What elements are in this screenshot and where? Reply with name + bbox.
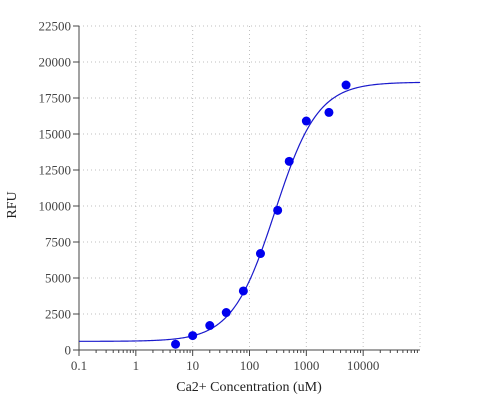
x-tick-label: 0.1 xyxy=(71,358,87,373)
ticks: 0.1 1 10 100 1000 10000 0 2500 5000 7500 10000 1250… xyxy=(39,19,418,373)
y-tick-label: 22500 xyxy=(39,19,72,34)
y-axis-label: RFU xyxy=(5,191,20,218)
y-tick-label: 0 xyxy=(65,343,72,358)
x-tick-label: 100 xyxy=(240,358,260,373)
x-tick-label: 1 xyxy=(133,358,140,373)
x-tick-label: 10 xyxy=(186,358,199,373)
data-point xyxy=(221,308,231,318)
data-point xyxy=(255,249,265,259)
data-point xyxy=(273,205,283,215)
y-tick-label: 5000 xyxy=(45,271,71,286)
grid xyxy=(78,25,421,351)
data-point xyxy=(171,339,181,349)
y-tick-label: 2500 xyxy=(45,307,71,322)
x-axis-label: Ca2+ Concentration (uM) xyxy=(176,380,322,395)
y-tick-label: 20000 xyxy=(39,55,72,70)
y-tick-label: 17500 xyxy=(39,91,72,106)
data-point xyxy=(301,116,311,126)
data-point xyxy=(188,331,198,341)
data-point xyxy=(238,286,248,296)
y-tick-label: 15000 xyxy=(39,127,72,142)
data-point xyxy=(324,107,334,117)
y-tick-label: 12500 xyxy=(39,163,72,178)
data-point xyxy=(205,321,215,331)
data-points xyxy=(171,80,351,349)
x-tick-label: 10000 xyxy=(347,358,380,373)
x-tick-label: 1000 xyxy=(293,358,319,373)
fit-curve xyxy=(79,81,421,342)
data-point xyxy=(284,156,294,166)
y-tick-label: 7500 xyxy=(45,235,71,250)
y-tick-label: 10000 xyxy=(39,199,72,214)
data-point xyxy=(341,80,351,90)
